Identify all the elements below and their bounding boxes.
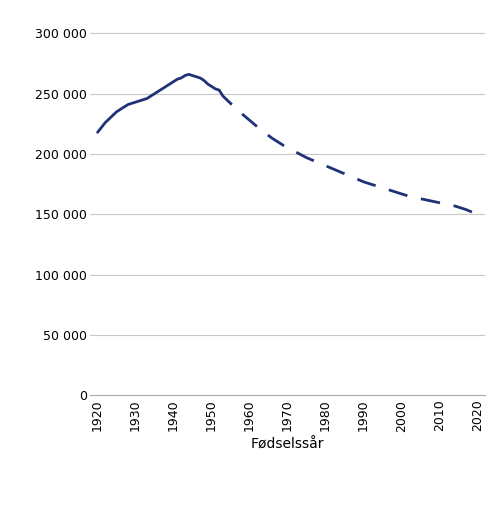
- X-axis label: Fødselssår: Fødselssår: [251, 437, 324, 451]
